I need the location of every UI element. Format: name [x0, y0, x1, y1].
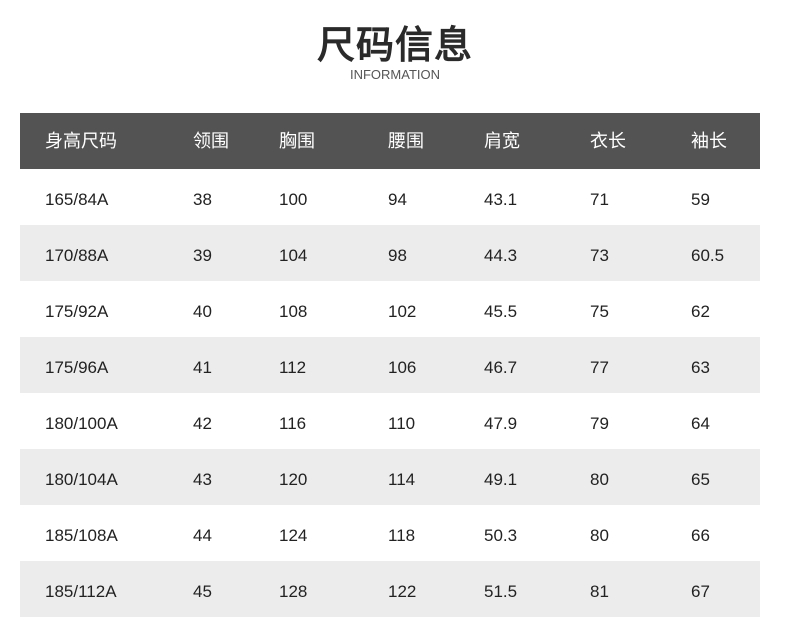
table-cell: 80	[590, 526, 609, 545]
table-cell: 124	[279, 526, 308, 545]
table-header: 身高尺码 领围 胸围 腰围 肩宽 衣长 袖长	[20, 113, 760, 169]
table-cell: 75	[590, 302, 609, 321]
table-cell: 94	[388, 190, 407, 209]
table-cell: 66	[691, 526, 710, 545]
table-cell: 175/92A	[45, 302, 109, 321]
column-header: 腰围	[388, 131, 424, 152]
table-cell: 49.1	[484, 470, 518, 489]
table-cell: 43.1	[484, 190, 518, 209]
table-cell: 44.3	[484, 246, 518, 265]
table-cell: 180/100A	[45, 414, 118, 433]
table-cell: 118	[388, 526, 416, 545]
table-cell: 185/112A	[45, 582, 117, 601]
table-cell: 62	[691, 302, 710, 321]
table-cell: 60.5	[691, 246, 725, 265]
table-cell: 110	[388, 414, 416, 433]
table-cell: 43	[193, 470, 212, 489]
table-cell: 98	[388, 246, 407, 265]
table-cell: 114	[388, 470, 416, 489]
table-cell: 104	[279, 246, 308, 265]
size-table: 身高尺码 领围 胸围 腰围 肩宽 衣长 袖长 165/84A 38 100 94 43.1 71 59 17…	[20, 113, 760, 617]
table-cell: 50.3	[484, 526, 518, 545]
table-cell: 120	[279, 470, 308, 489]
table-row: 165/84A 38 100 94 43.1 71 59	[20, 169, 760, 225]
page-subtitle: INFORMATION	[349, 67, 441, 82]
table-cell: 185/108A	[45, 526, 118, 545]
column-header: 身高尺码	[45, 131, 117, 152]
table-cell: 42	[193, 414, 212, 433]
table-cell: 59	[691, 190, 710, 209]
table-cell: 47.9	[484, 414, 518, 433]
table-cell: 180/104A	[45, 470, 118, 489]
table-cell: 77	[590, 358, 609, 377]
column-header: 肩宽	[484, 131, 520, 152]
table-cell: 112	[279, 358, 307, 377]
table-row: 185/108A 44 124 118 50.3 80 66	[20, 505, 760, 561]
column-header: 衣长	[590, 131, 626, 152]
table-cell: 81	[590, 582, 609, 601]
table-cell: 122	[388, 582, 417, 601]
table-row: 170/88A 39 104 98 44.3 73 60.5	[20, 225, 760, 281]
table-cell: 106	[388, 358, 417, 377]
table-cell: 39	[193, 246, 212, 265]
table-cell: 80	[590, 470, 609, 489]
table-cell: 45	[193, 582, 212, 601]
table-row: 175/96A 41 112 106 46.7 77 63	[20, 337, 760, 393]
table-cell: 170/88A	[45, 246, 109, 265]
table-cell: 67	[691, 582, 710, 601]
table-cell: 40	[193, 302, 212, 321]
table-row: 185/112A 45 128 122 51.5 81 67	[20, 561, 760, 617]
table-cell: 44	[193, 526, 212, 545]
table-cell: 65	[691, 470, 710, 489]
table-cell: 175/96A	[45, 358, 109, 377]
table-cell: 51.5	[484, 582, 518, 601]
table-cell: 79	[590, 414, 609, 433]
column-header: 领围	[193, 131, 229, 152]
table-row: 175/92A 40 108 102 45.5 75 62	[20, 281, 760, 337]
table-cell: 116	[279, 414, 307, 433]
table-cell: 45.5	[484, 302, 518, 321]
column-header: 胸围	[279, 131, 315, 152]
table-row: 180/100A 42 116 110 47.9 79 64	[20, 393, 760, 449]
table-cell: 38	[193, 190, 212, 209]
table-row: 180/104A 43 120 114 49.1 80 65	[20, 449, 760, 505]
page-title: 尺码信息	[316, 23, 473, 67]
table-cell: 128	[279, 582, 308, 601]
table-cell: 64	[691, 414, 710, 433]
table-cell: 63	[691, 358, 710, 377]
table-cell: 41	[193, 358, 212, 377]
table-cell: 73	[590, 246, 609, 265]
table-cell: 102	[388, 302, 417, 321]
column-header: 袖长	[691, 131, 727, 152]
table-cell: 100	[279, 190, 308, 209]
table-cell: 108	[279, 302, 308, 321]
table-cell: 71	[590, 190, 609, 209]
table-cell: 165/84A	[45, 190, 109, 209]
table-cell: 46.7	[484, 358, 518, 377]
